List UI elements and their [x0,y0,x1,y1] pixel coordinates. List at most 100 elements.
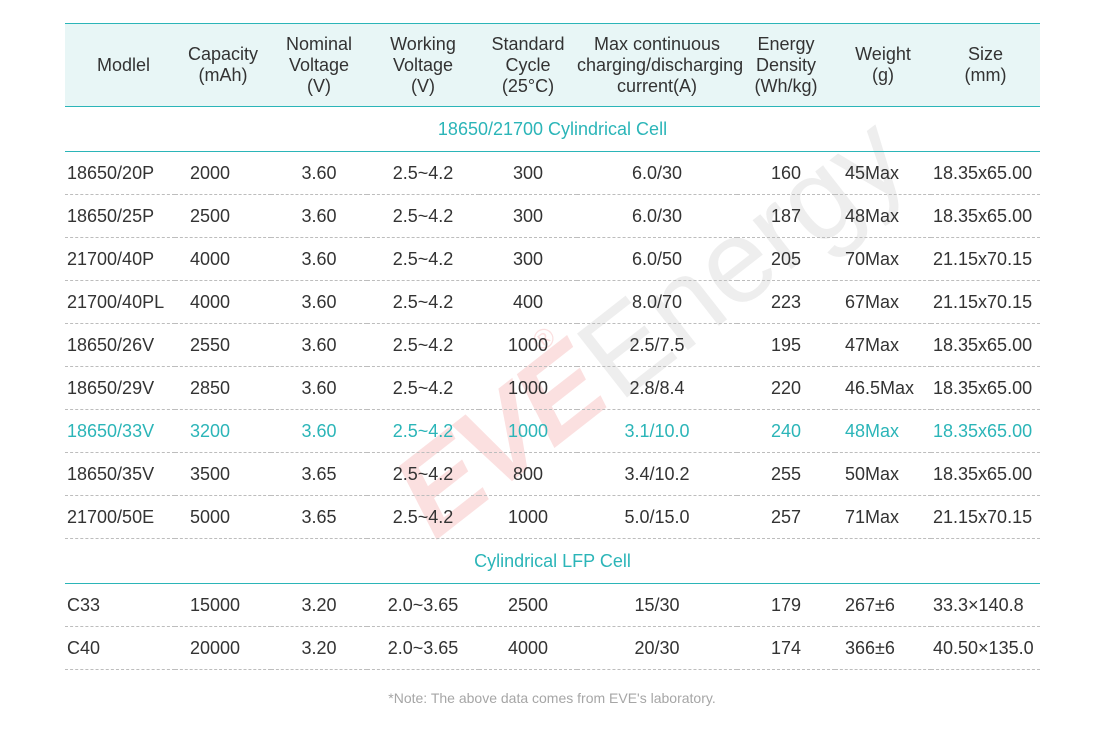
cell-size: 18.35x65.00 [931,452,1040,496]
cell-size: 18.35x65.00 [931,409,1040,453]
cell-current: 6.0/30 [577,151,737,195]
cell-model: 21700/50E [65,495,175,539]
cell-working: 2.0~3.65 [367,626,479,670]
cell-size: 18.35x65.00 [931,194,1040,238]
cell-nominal: 3.60 [271,151,367,195]
cell-model: 18650/25P [65,194,175,238]
cell-cycle: 4000 [479,626,577,670]
cell-size: 33.3×140.8 [931,583,1040,627]
table-header: Modlel Capacity (mAh) Nominal Voltage (V… [65,23,1040,107]
table-row: 18650/25P 2500 3.60 2.5~4.2 300 6.0/30 187 48Ma… [65,194,1040,238]
cell-capacity: 4000 [175,280,271,324]
cell-current: 2.8/8.4 [577,366,737,410]
footnote: *Note: The above data comes from EVE's l… [388,690,716,706]
header-max-current: Max continuous charging/discharging curr… [577,23,743,107]
header-model: Modlel [65,23,175,107]
cell-working: 2.5~4.2 [367,452,479,496]
cell-energy: 179 [737,583,835,627]
section-title: 18650/21700 Cylindrical Cell [65,106,1040,152]
cell-size: 21.15x70.15 [931,495,1040,539]
table-row: 18650/29V 2850 3.60 2.5~4.2 1000 2.8/8.4 220 46… [65,366,1040,410]
cell-current: 3.4/10.2 [577,452,737,496]
cell-model: 18650/33V [65,409,175,453]
cell-working: 2.0~3.65 [367,583,479,627]
cell-energy: 220 [737,366,835,410]
header-standard-cycle: Standard Cycle (25°C) [479,23,577,107]
cell-cycle: 300 [479,194,577,238]
table-row: 21700/50E 5000 3.65 2.5~4.2 1000 5.0/15.0 257 7… [65,495,1040,539]
cell-weight: 71Max [835,495,931,539]
cell-model: 18650/26V [65,323,175,367]
header-weight: Weight (g) [835,23,931,107]
header-working-voltage: Working Voltage (V) [367,23,479,107]
cell-capacity: 15000 [175,583,271,627]
cell-size: 40.50×135.0 [931,626,1040,670]
cell-energy: 205 [737,237,835,281]
cell-energy: 255 [737,452,835,496]
cell-weight: 45Max [835,151,931,195]
cell-capacity: 4000 [175,237,271,281]
cell-current: 6.0/30 [577,194,737,238]
cell-nominal: 3.65 [271,495,367,539]
cell-weight: 67Max [835,280,931,324]
table-body: 18650/21700 Cylindrical Cell 18650/20P 200… [65,106,1040,670]
header-nominal-voltage: Nominal Voltage (V) [271,23,367,107]
cell-capacity: 2000 [175,151,271,195]
cell-cycle: 1000 [479,323,577,367]
header-size: Size (mm) [931,23,1040,107]
cell-model: 18650/35V [65,452,175,496]
cell-nominal: 3.20 [271,583,367,627]
cell-working: 2.5~4.2 [367,151,479,195]
cell-nominal: 3.60 [271,366,367,410]
cell-current: 2.5/7.5 [577,323,737,367]
cell-capacity: 20000 [175,626,271,670]
cell-cycle: 300 [479,237,577,281]
cell-model: 21700/40PL [65,280,175,324]
cell-nominal: 3.65 [271,452,367,496]
cell-weight: 70Max [835,237,931,281]
cell-energy: 257 [737,495,835,539]
cell-nominal: 3.20 [271,626,367,670]
section-header-row: Cylindrical LFP Cell [65,538,1040,584]
cell-size: 18.35x65.00 [931,323,1040,367]
cell-size: 18.35x65.00 [931,366,1040,410]
table-row: C40 20000 3.20 2.0~3.65 4000 20/30 174 366±6 40.… [65,626,1040,670]
cell-cycle: 1000 [479,495,577,539]
cell-cycle: 300 [479,151,577,195]
cell-current: 3.1/10.0 [577,409,737,453]
cell-working: 2.5~4.2 [367,366,479,410]
cell-energy: 240 [737,409,835,453]
cell-weight: 46.5Max [835,366,931,410]
spec-table: Modlel Capacity (mAh) Nominal Voltage (V… [65,23,1040,670]
spec-table-container: Modlel Capacity (mAh) Nominal Voltage (V… [65,23,1040,670]
cell-nominal: 3.60 [271,280,367,324]
table-row: 18650/33V 3200 3.60 2.5~4.2 1000 3.1/10.0 240 4… [65,409,1040,453]
cell-cycle: 400 [479,280,577,324]
cell-current: 15/30 [577,583,737,627]
cell-weight: 267±6 [835,583,931,627]
header-energy-density: Energy Density (Wh/kg) [737,23,835,107]
table-row: 18650/20P 2000 3.60 2.5~4.2 300 6.0/30 160 45Ma… [65,151,1040,195]
cell-energy: 195 [737,323,835,367]
table-row: C33 15000 3.20 2.0~3.65 2500 15/30 179 267±6 33.… [65,583,1040,627]
section-title: Cylindrical LFP Cell [65,538,1040,584]
cell-nominal: 3.60 [271,237,367,281]
cell-working: 2.5~4.2 [367,280,479,324]
cell-current: 6.0/50 [577,237,737,281]
cell-size: 18.35x65.00 [931,151,1040,195]
cell-capacity: 2550 [175,323,271,367]
cell-weight: 366±6 [835,626,931,670]
cell-energy: 223 [737,280,835,324]
cell-nominal: 3.60 [271,323,367,367]
cell-model: 18650/20P [65,151,175,195]
cell-capacity: 3500 [175,452,271,496]
cell-working: 2.5~4.2 [367,409,479,453]
cell-nominal: 3.60 [271,409,367,453]
cell-weight: 47Max [835,323,931,367]
cell-model: C40 [65,626,175,670]
table-row: 21700/40P 4000 3.60 2.5~4.2 300 6.0/50 205 70Ma… [65,237,1040,281]
cell-model: C33 [65,583,175,627]
cell-current: 8.0/70 [577,280,737,324]
cell-weight: 48Max [835,194,931,238]
cell-capacity: 2500 [175,194,271,238]
